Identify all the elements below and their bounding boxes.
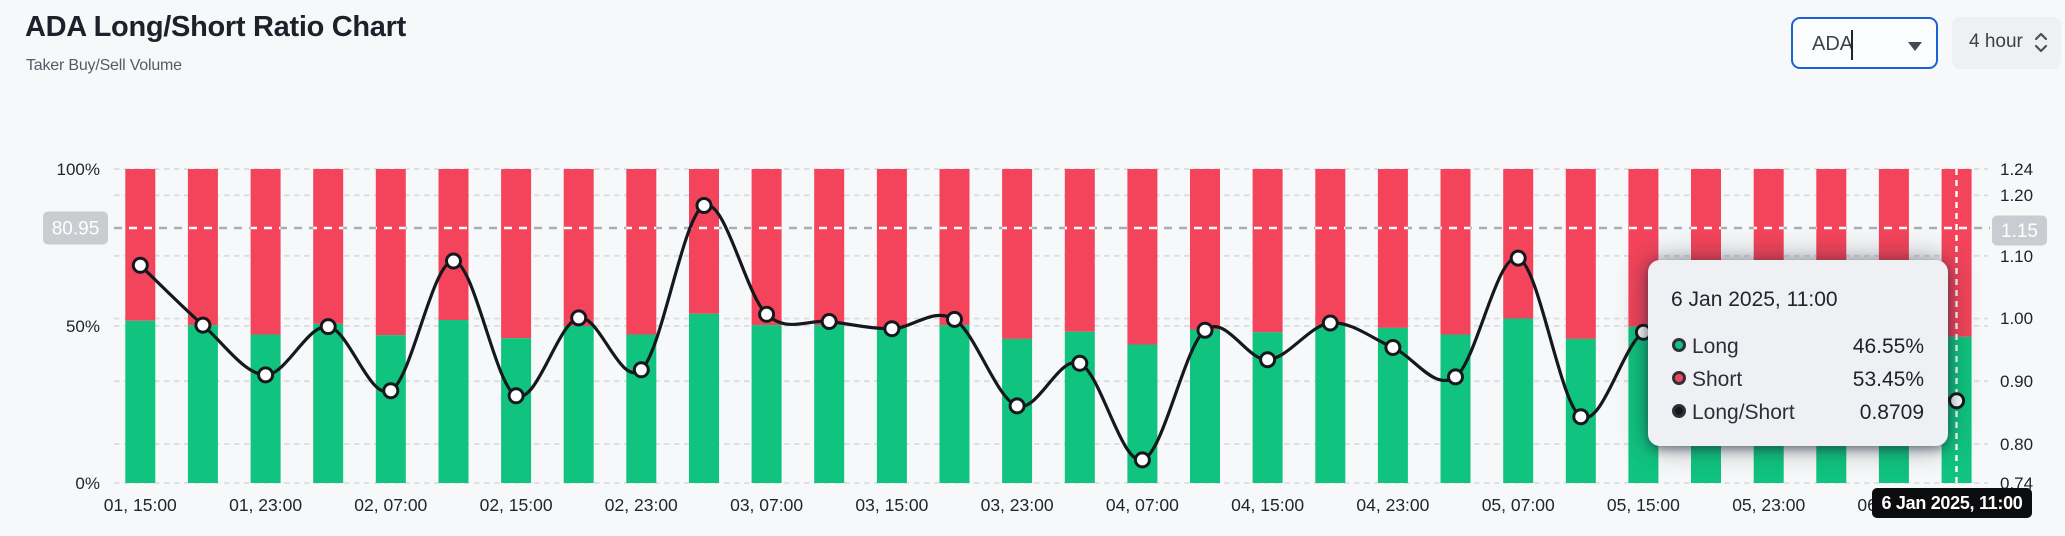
svg-text:0.90: 0.90 bbox=[2000, 372, 2033, 391]
svg-text:1.20: 1.20 bbox=[2000, 186, 2033, 205]
svg-text:02, 07:00: 02, 07:00 bbox=[354, 495, 427, 515]
svg-text:03, 15:00: 03, 15:00 bbox=[855, 495, 928, 515]
svg-text:04, 07:00: 04, 07:00 bbox=[1106, 495, 1179, 515]
svg-text:05, 23:00: 05, 23:00 bbox=[1732, 495, 1805, 515]
svg-text:0%: 0% bbox=[75, 474, 100, 493]
svg-text:50%: 50% bbox=[66, 317, 100, 336]
svg-text:0.80: 0.80 bbox=[2000, 435, 2033, 454]
svg-text:1.24: 1.24 bbox=[2000, 160, 2033, 179]
svg-text:03, 07:00: 03, 07:00 bbox=[730, 495, 803, 515]
svg-text:04, 23:00: 04, 23:00 bbox=[1356, 495, 1429, 515]
svg-text:05, 07:00: 05, 07:00 bbox=[1482, 495, 1555, 515]
svg-text:1.10: 1.10 bbox=[2000, 247, 2033, 266]
svg-text:02, 15:00: 02, 15:00 bbox=[480, 495, 553, 515]
svg-text:01, 23:00: 01, 23:00 bbox=[229, 495, 302, 515]
svg-text:04, 15:00: 04, 15:00 bbox=[1231, 495, 1304, 515]
svg-text:02, 23:00: 02, 23:00 bbox=[605, 495, 678, 515]
svg-text:01, 15:00: 01, 15:00 bbox=[104, 495, 177, 515]
svg-text:05, 15:00: 05, 15:00 bbox=[1607, 495, 1680, 515]
svg-text:1.15: 1.15 bbox=[2001, 221, 2038, 242]
svg-text:80.95: 80.95 bbox=[52, 219, 100, 240]
svg-text:03, 23:00: 03, 23:00 bbox=[981, 495, 1054, 515]
svg-text:100%: 100% bbox=[57, 160, 100, 179]
svg-text:1.00: 1.00 bbox=[2000, 309, 2033, 328]
